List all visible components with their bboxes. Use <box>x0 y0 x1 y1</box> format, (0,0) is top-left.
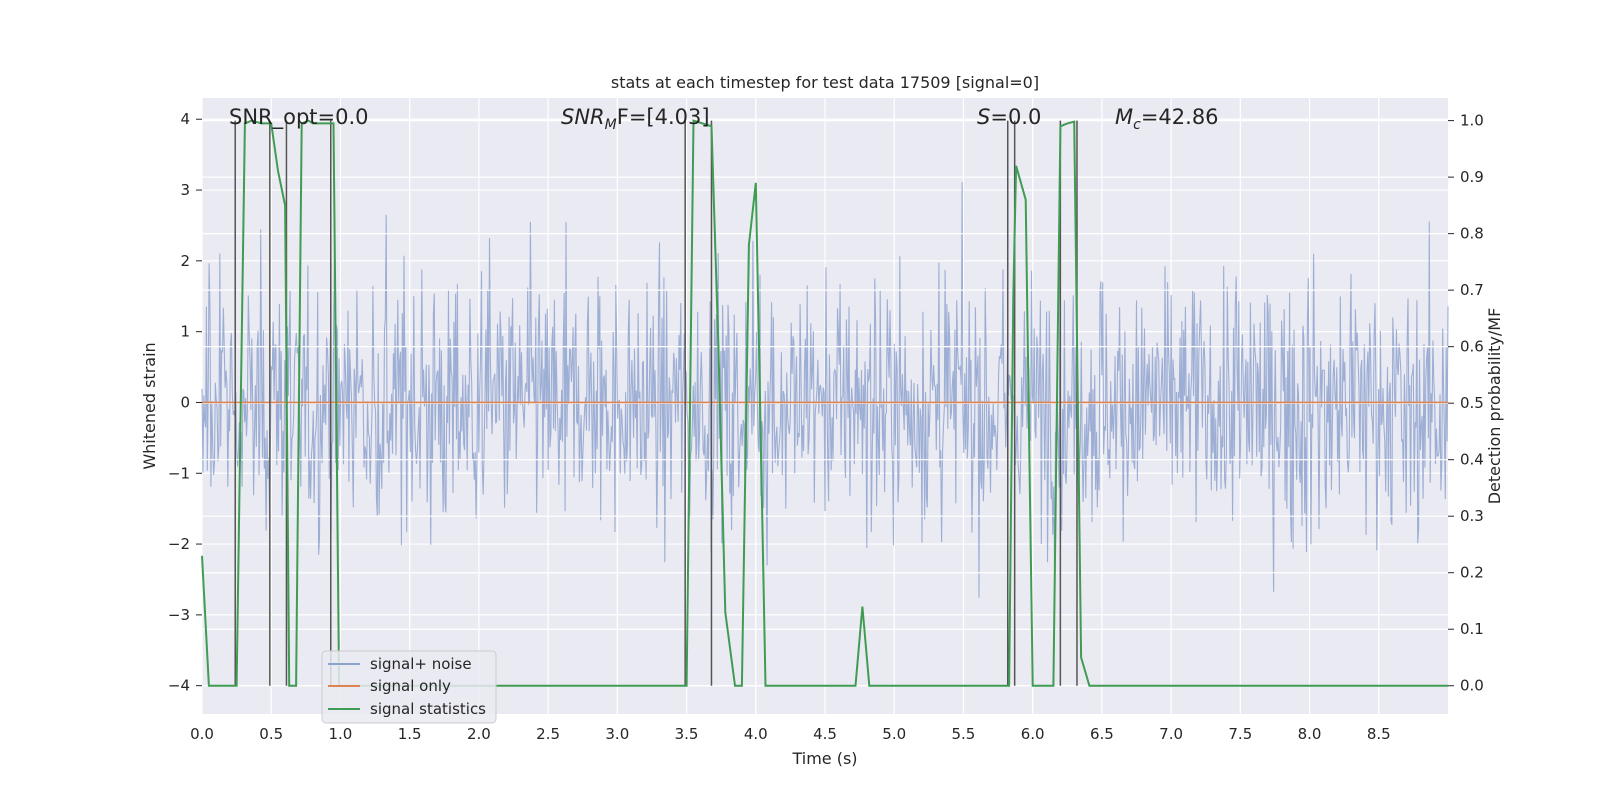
x-tick-label: 8.0 <box>1298 725 1322 743</box>
snr-mf-rest: F=[4.03] <box>617 105 710 129</box>
x-tick-label: 2.0 <box>467 725 491 743</box>
mc-base: M <box>1115 105 1133 129</box>
x-tick-label: 3.0 <box>605 725 629 743</box>
snr-opt-annotation: SNR_opt=0.0 <box>229 105 369 130</box>
y2-tick-label: 0.7 <box>1460 281 1484 299</box>
y-tick-label: 1 <box>180 323 190 341</box>
y-tick-label: 0 <box>180 393 190 411</box>
legend-label-statistics: signal statistics <box>370 700 486 718</box>
s-value: =0.0 <box>990 105 1041 129</box>
y2-tick-label: 1.0 <box>1460 112 1484 130</box>
y2-tick-label: 0.1 <box>1460 620 1484 638</box>
noise-trace <box>201 182 1449 598</box>
x-axis-ticks: 0.0 0.5 1.0 1.5 2.0 2.5 3.0 3.5 4.0 4.5 5.0 5.5 6.0 6… <box>190 725 1391 743</box>
x-tick-label: 8.5 <box>1367 725 1391 743</box>
y2-tick-label: 0.5 <box>1460 394 1484 412</box>
x-tick-label: 4.0 <box>744 725 768 743</box>
s-annotation: S=0.0 <box>977 105 1041 129</box>
x-tick-label: 7.5 <box>1228 725 1252 743</box>
y-tick-label: −2 <box>168 535 190 553</box>
x-tick-label: 0.0 <box>190 725 214 743</box>
legend-label-noise: signal+ noise <box>370 655 472 673</box>
legend-label-signal-only: signal only <box>370 677 451 695</box>
snr-mf-annotation: SNRMF=[4.03] <box>561 105 710 133</box>
legend: signal+ noise signal only signal statist… <box>321 650 497 724</box>
x-tick-label: 6.5 <box>1090 725 1114 743</box>
x-tick-label: 0.5 <box>259 725 283 743</box>
y2-axis-label: Detection probability/MF <box>1485 308 1504 505</box>
x-tick-label: 2.5 <box>536 725 560 743</box>
y-tick-label: −3 <box>168 606 190 624</box>
s-label: S <box>977 105 990 129</box>
y2-tick-label: 0.4 <box>1460 451 1484 469</box>
y-axis-label: Whitened strain <box>140 342 159 469</box>
mc-sub: c <box>1133 117 1141 133</box>
mc-annotation: Mc=42.86 <box>1115 105 1219 133</box>
y-tick-label: 3 <box>180 181 190 199</box>
x-tick-label: 5.0 <box>882 725 906 743</box>
chart-title: stats at each timestep for test data 175… <box>611 73 1039 92</box>
x-tick-label: 7.0 <box>1159 725 1183 743</box>
y2-axis-ticks: 0.0 0.1 0.2 0.3 0.4 0.5 0.6 0.7 0.8 0.9 1.0 <box>1448 112 1484 695</box>
mc-value: =42.86 <box>1141 105 1219 129</box>
y2-tick-label: 0.8 <box>1460 225 1484 243</box>
y-tick-label: −4 <box>168 677 190 695</box>
y2-tick-label: 0.2 <box>1460 564 1484 582</box>
y2-tick-label: 0.9 <box>1460 168 1484 186</box>
legend-box <box>321 650 497 724</box>
x-tick-label: 5.5 <box>952 725 976 743</box>
vertical-markers <box>234 120 1078 686</box>
x-tick-label: 1.5 <box>398 725 422 743</box>
x-tick-label: 1.0 <box>329 725 353 743</box>
y-axis-ticks: −4 −3 −2 −1 0 1 2 3 4 <box>168 110 202 695</box>
y-tick-label: 2 <box>180 252 190 270</box>
signal-statistics-line <box>201 119 1448 687</box>
snr-mf-base: SNR <box>561 105 605 129</box>
y-tick-label: −1 <box>168 464 190 482</box>
snr-mf-sub: M <box>605 117 617 133</box>
signal-plus-noise-series <box>201 182 1449 598</box>
x-tick-label: 3.5 <box>675 725 699 743</box>
y2-tick-label: 0.0 <box>1460 677 1484 695</box>
x-axis-label: Time (s) <box>791 749 857 768</box>
y2-tick-label: 0.3 <box>1460 507 1484 525</box>
y-tick-label: 4 <box>180 110 190 128</box>
x-tick-label: 6.0 <box>1021 725 1045 743</box>
x-tick-label: 4.5 <box>813 725 837 743</box>
y2-tick-label: 0.6 <box>1460 338 1484 356</box>
